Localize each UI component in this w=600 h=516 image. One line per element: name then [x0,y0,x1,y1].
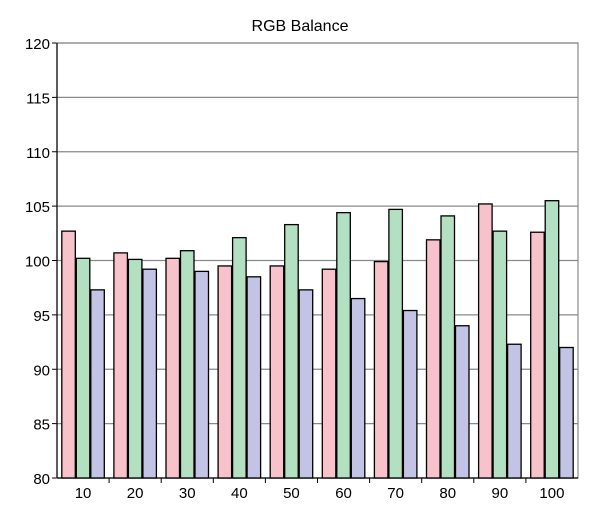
bar [388,208,404,479]
x-tick-label: 50 [283,485,300,502]
bar [336,211,351,479]
bar [165,257,181,479]
bar [373,260,389,479]
bar [492,230,508,479]
bar [402,309,418,479]
x-tick-label: 40 [231,485,248,502]
x-tick-label: 70 [387,485,404,502]
bar [298,289,314,479]
bar [477,203,493,479]
bar [217,265,233,479]
chart-title: RGB Balance [251,18,349,35]
bar [440,215,456,479]
bar [194,270,210,479]
y-tick-label: 80 [33,471,50,488]
bar [269,265,285,479]
bar [113,252,129,479]
bar [231,237,247,479]
y-tick-label: 95 [33,308,50,325]
bar [284,223,299,479]
x-tick-label: 20 [127,485,144,502]
x-tick-label: 80 [439,485,456,502]
bar [544,200,560,479]
x-tick-label: 10 [75,485,92,502]
bar [350,297,366,479]
bar [530,231,545,479]
bar [142,268,158,479]
y-tick-label: 100 [25,254,50,271]
bar [506,343,522,479]
y-tick-label: 90 [33,362,50,379]
bar [90,289,105,479]
bar [454,325,470,479]
bar [75,257,91,479]
x-tick-label: 30 [179,485,196,502]
bar [425,239,441,479]
bar [127,258,143,479]
x-tick-label: 100 [539,485,564,502]
x-tick-label: 60 [335,485,352,502]
y-tick-label: 120 [25,36,50,53]
y-tick-label: 85 [33,417,50,434]
y-tick-label: 115 [26,90,50,107]
y-tick-label: 105 [25,199,50,216]
bar [559,346,574,479]
bar [61,230,76,479]
bar [179,250,195,479]
bar [246,276,262,479]
bar [321,268,337,479]
y-tick-label: 110 [26,145,50,162]
x-tick-label: 90 [492,485,509,502]
